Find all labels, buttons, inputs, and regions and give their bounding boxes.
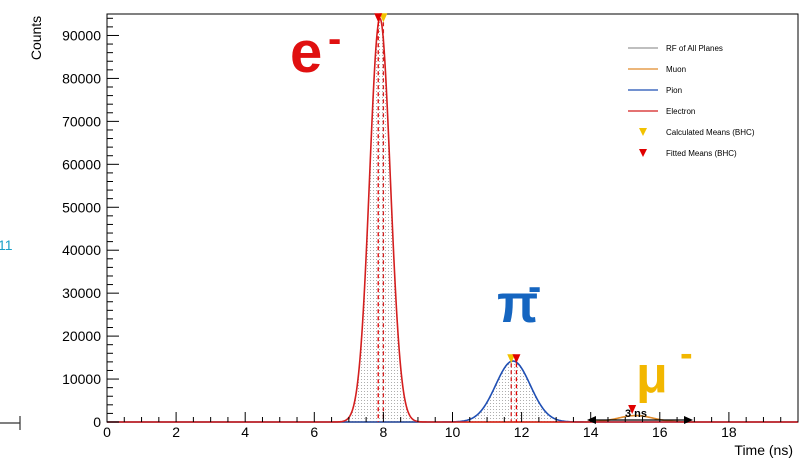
electron-curve xyxy=(107,16,798,423)
x-tick-label: 4 xyxy=(241,424,249,440)
edge-bracket-mark xyxy=(0,416,21,430)
x-tick-label: 18 xyxy=(721,424,737,440)
legend-entry-label: Muon xyxy=(666,65,686,74)
y-tick-label: 50000 xyxy=(62,199,101,215)
electron-fill xyxy=(107,18,798,422)
pion-label-sup: - xyxy=(528,265,541,309)
x-axis-label: Time (ns) xyxy=(734,442,793,458)
y-tick-label: 60000 xyxy=(62,156,101,172)
legend-entry-label: Pion xyxy=(666,86,682,95)
pion-label: π - xyxy=(497,265,541,334)
electron-label: e - xyxy=(290,17,341,85)
x-tick-label: 0 xyxy=(103,424,111,440)
calculated-mean-marker xyxy=(379,13,388,23)
electron-label-sup: - xyxy=(328,17,341,61)
x-tick-label: 10 xyxy=(445,424,461,440)
y-tick-label: 30000 xyxy=(62,285,101,301)
legend-entry-label: RF of All Planes xyxy=(666,44,723,53)
y-tick-label: 80000 xyxy=(62,70,101,86)
y-tick-label: 40000 xyxy=(62,242,101,258)
plot-frame xyxy=(106,13,799,423)
y-tick-label: 70000 xyxy=(62,113,101,129)
x-tick-label: 6 xyxy=(310,424,318,440)
legend-entry-label: Fitted Means (BHC) xyxy=(666,149,737,158)
calculated-mean-marker xyxy=(507,354,516,364)
pion-label-text: π xyxy=(497,274,538,334)
x-tick-label: 2 xyxy=(172,424,180,440)
y-tick-label: 90000 xyxy=(62,27,101,43)
three-ns-annotation: 3 ns xyxy=(587,408,693,424)
y-tick-label: 10000 xyxy=(62,371,101,387)
electron-label-text: e xyxy=(290,20,322,85)
legend: RF of All Planes Muon Pion Electron Calculat… xyxy=(628,44,755,158)
muon-label-sup: - xyxy=(680,333,693,375)
fitted-mean-marker xyxy=(512,354,521,364)
edge-fragment-text: 11 xyxy=(0,237,13,253)
legend-entry-label: Calculated Means (BHC) xyxy=(666,128,755,137)
x-tick-label: 14 xyxy=(583,424,599,440)
muon-label-text: μ xyxy=(636,346,668,404)
fitted-mean-marker xyxy=(628,404,637,414)
x-tick-label: 12 xyxy=(514,424,530,440)
legend-marker xyxy=(639,128,647,136)
y-tick-label: 20000 xyxy=(62,328,101,344)
legend-marker xyxy=(639,149,647,157)
three-ns-text: 3 ns xyxy=(625,408,647,420)
y-axis-label: Counts xyxy=(28,16,44,60)
fitted-mean-marker xyxy=(374,13,383,23)
x-tick-label: 8 xyxy=(380,424,388,440)
y-tick-label: 0 xyxy=(93,414,101,430)
legend-entry-label: Electron xyxy=(666,107,695,116)
muon-label: μ - xyxy=(636,333,693,404)
x-tick-label: 16 xyxy=(652,424,668,440)
